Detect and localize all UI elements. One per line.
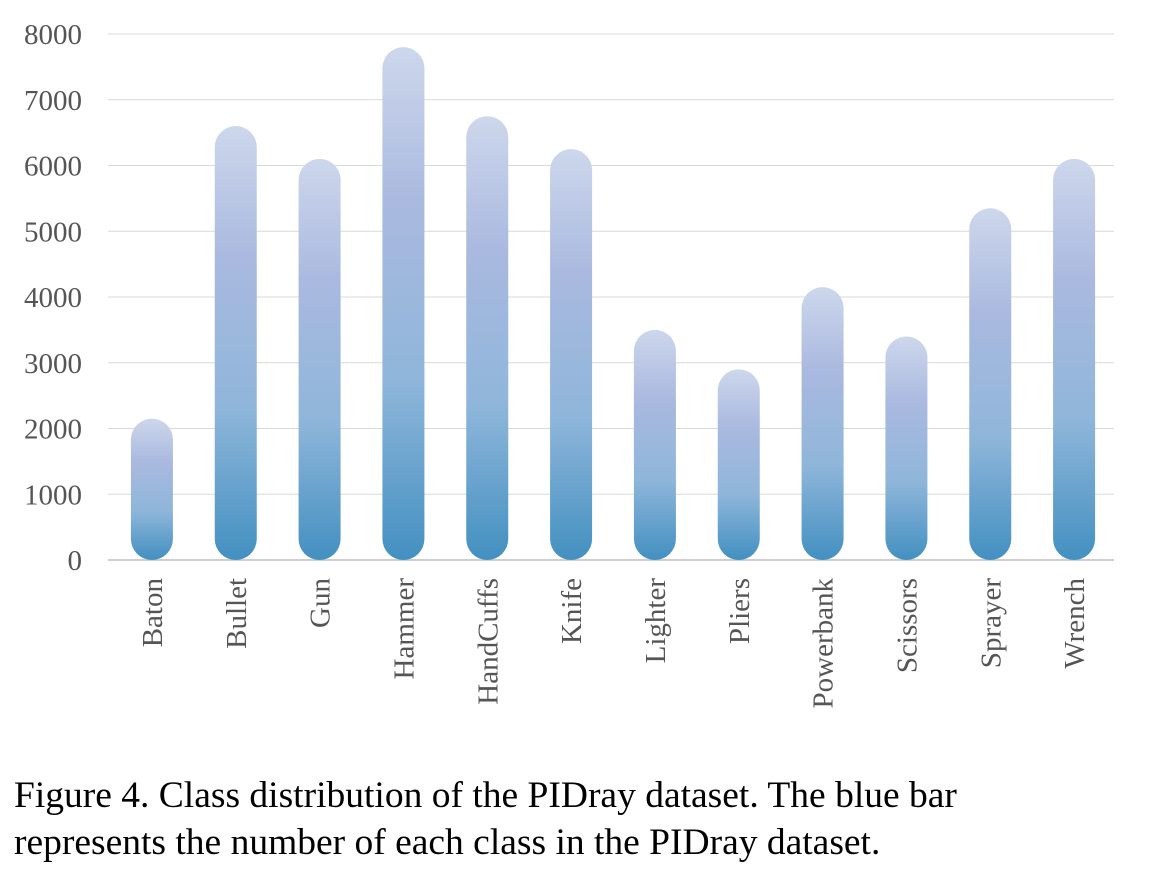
bar-handcuffs <box>466 116 509 560</box>
bar-scissors <box>885 336 928 560</box>
x-tick-label-scissors: Scissors <box>891 578 923 673</box>
bar-sprayer <box>969 208 1012 561</box>
x-tick-label-powerbank: Powerbank <box>808 578 840 709</box>
x-tick-label-wrench: Wrench <box>1059 578 1091 669</box>
x-tick-label-sprayer: Sprayer <box>975 578 1007 669</box>
bar-bullet <box>214 126 257 561</box>
caption-line-1: Figure 4. Class distribution of the PIDr… <box>14 775 957 816</box>
bar-gun <box>298 158 341 561</box>
bar-pliers <box>717 369 760 560</box>
x-tick-label-pliers: Pliers <box>724 578 756 644</box>
y-tick-label: 6000 <box>24 151 82 183</box>
x-tick-label-knife: Knife <box>556 578 588 644</box>
figure-caption: Figure 4. Class distribution of the PIDr… <box>14 772 1144 866</box>
y-tick-label: 0 <box>68 545 83 577</box>
y-tick-label: 3000 <box>24 348 82 380</box>
caption-line-2: represents the number of each class in t… <box>14 822 881 863</box>
bar-wrench <box>1053 158 1096 561</box>
bar-powerbank <box>801 287 844 560</box>
bar-baton <box>130 418 173 560</box>
x-tick-label-baton: Baton <box>137 578 169 648</box>
y-tick-label: 8000 <box>24 19 82 51</box>
x-tick-label-lighter: Lighter <box>640 578 672 664</box>
bar-chart: 0 1000 2000 3000 4000 5000 6000 7000 8000 Baton B… <box>24 19 1114 709</box>
y-tick-label: 7000 <box>24 85 82 117</box>
y-tick-label: 5000 <box>24 216 82 248</box>
bar-hammer <box>382 47 425 560</box>
bar-lighter <box>633 329 676 560</box>
x-tick-label-bullet: Bullet <box>221 578 253 649</box>
y-tick-label: 4000 <box>24 282 82 314</box>
x-tick-label-handcuffs: HandCuffs <box>472 578 504 705</box>
x-tick-label-hammer: Hammer <box>388 578 420 680</box>
y-tick-label: 2000 <box>24 414 82 446</box>
x-tick-label-gun: Gun <box>305 578 337 628</box>
bar-knife <box>550 149 593 560</box>
y-tick-label: 1000 <box>24 479 82 511</box>
